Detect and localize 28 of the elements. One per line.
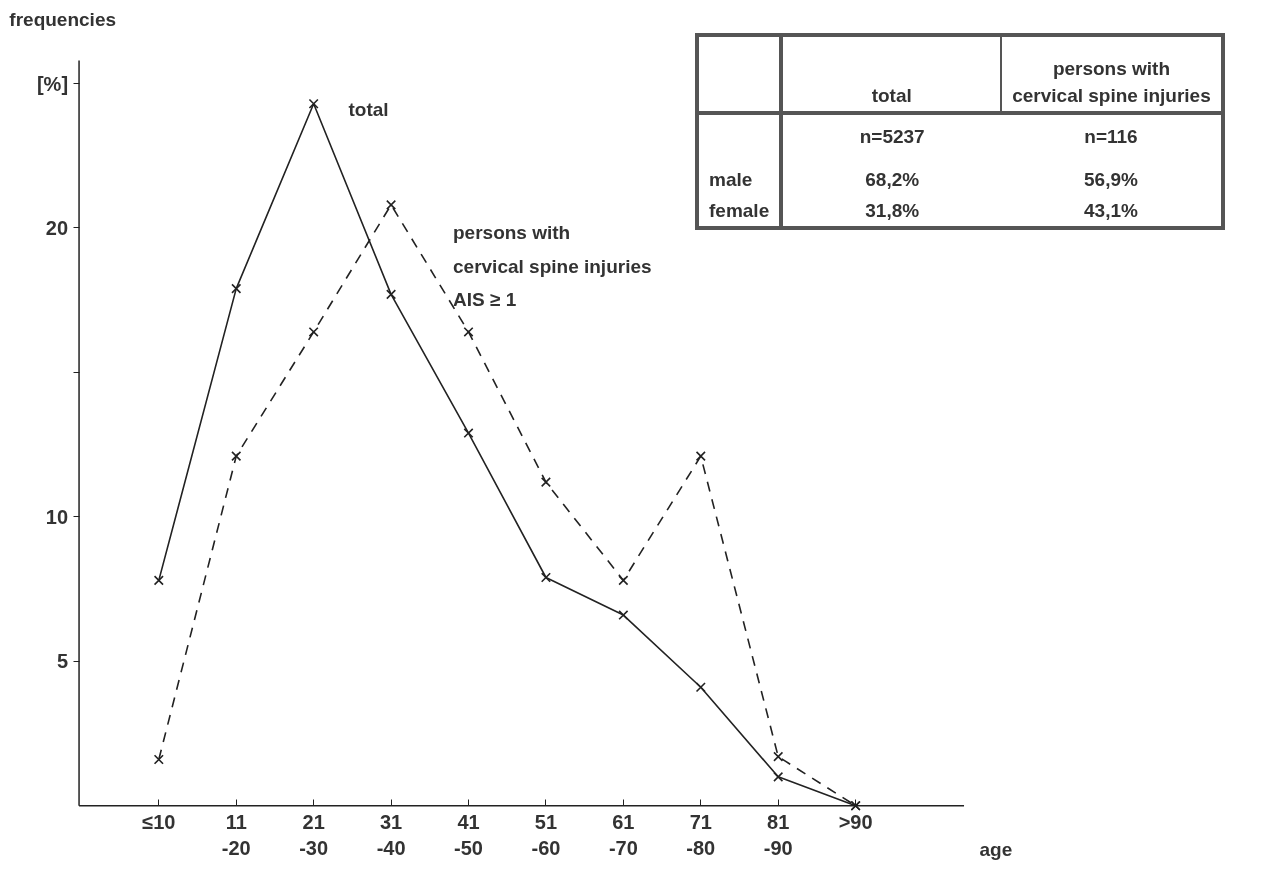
- y-tick-label: [%]: [36, 72, 69, 95]
- annotation: total: [781, 35, 1002, 113]
- series-label: total: [348, 99, 389, 120]
- x-tick-label: 71 -80: [686, 810, 716, 860]
- text: n=116: [1084, 126, 1138, 147]
- x-tick-label: 31 -40: [376, 810, 406, 860]
- y-axis-title: frequencies: [9, 9, 117, 31]
- x-axis-title: age: [979, 838, 1013, 860]
- text: 43,1%: [1084, 200, 1138, 222]
- x-tick-label: 21 -30: [299, 810, 329, 860]
- text: persons with cervical spine injuries: [1012, 57, 1211, 106]
- x-tick-label: 41 -50: [454, 810, 483, 860]
- x-tick-label: 81 -90: [763, 810, 793, 860]
- annotation: 68,2%: [864, 168, 921, 193]
- y-tick-label: 10: [45, 505, 69, 528]
- annotation: 31,8%: [864, 199, 921, 224]
- annotation: female: [697, 195, 782, 229]
- x-tick-label: ≤10: [142, 810, 176, 833]
- series-label: persons with cervical spine injuries AIS ≥ 1: [453, 222, 652, 311]
- x-tick-label: 61 -70: [608, 810, 638, 860]
- text: 56,9%: [1084, 169, 1138, 191]
- x-tick-label: >90: [838, 810, 873, 833]
- y-tick-label: 5: [56, 650, 69, 673]
- x-tick-label: 51 -60: [531, 810, 561, 860]
- x-tick-label: 11 -20: [221, 810, 251, 860]
- annotation: n=5237: [858, 125, 926, 149]
- y-tick-label: 20: [45, 216, 69, 239]
- annotation: male: [697, 152, 782, 196]
